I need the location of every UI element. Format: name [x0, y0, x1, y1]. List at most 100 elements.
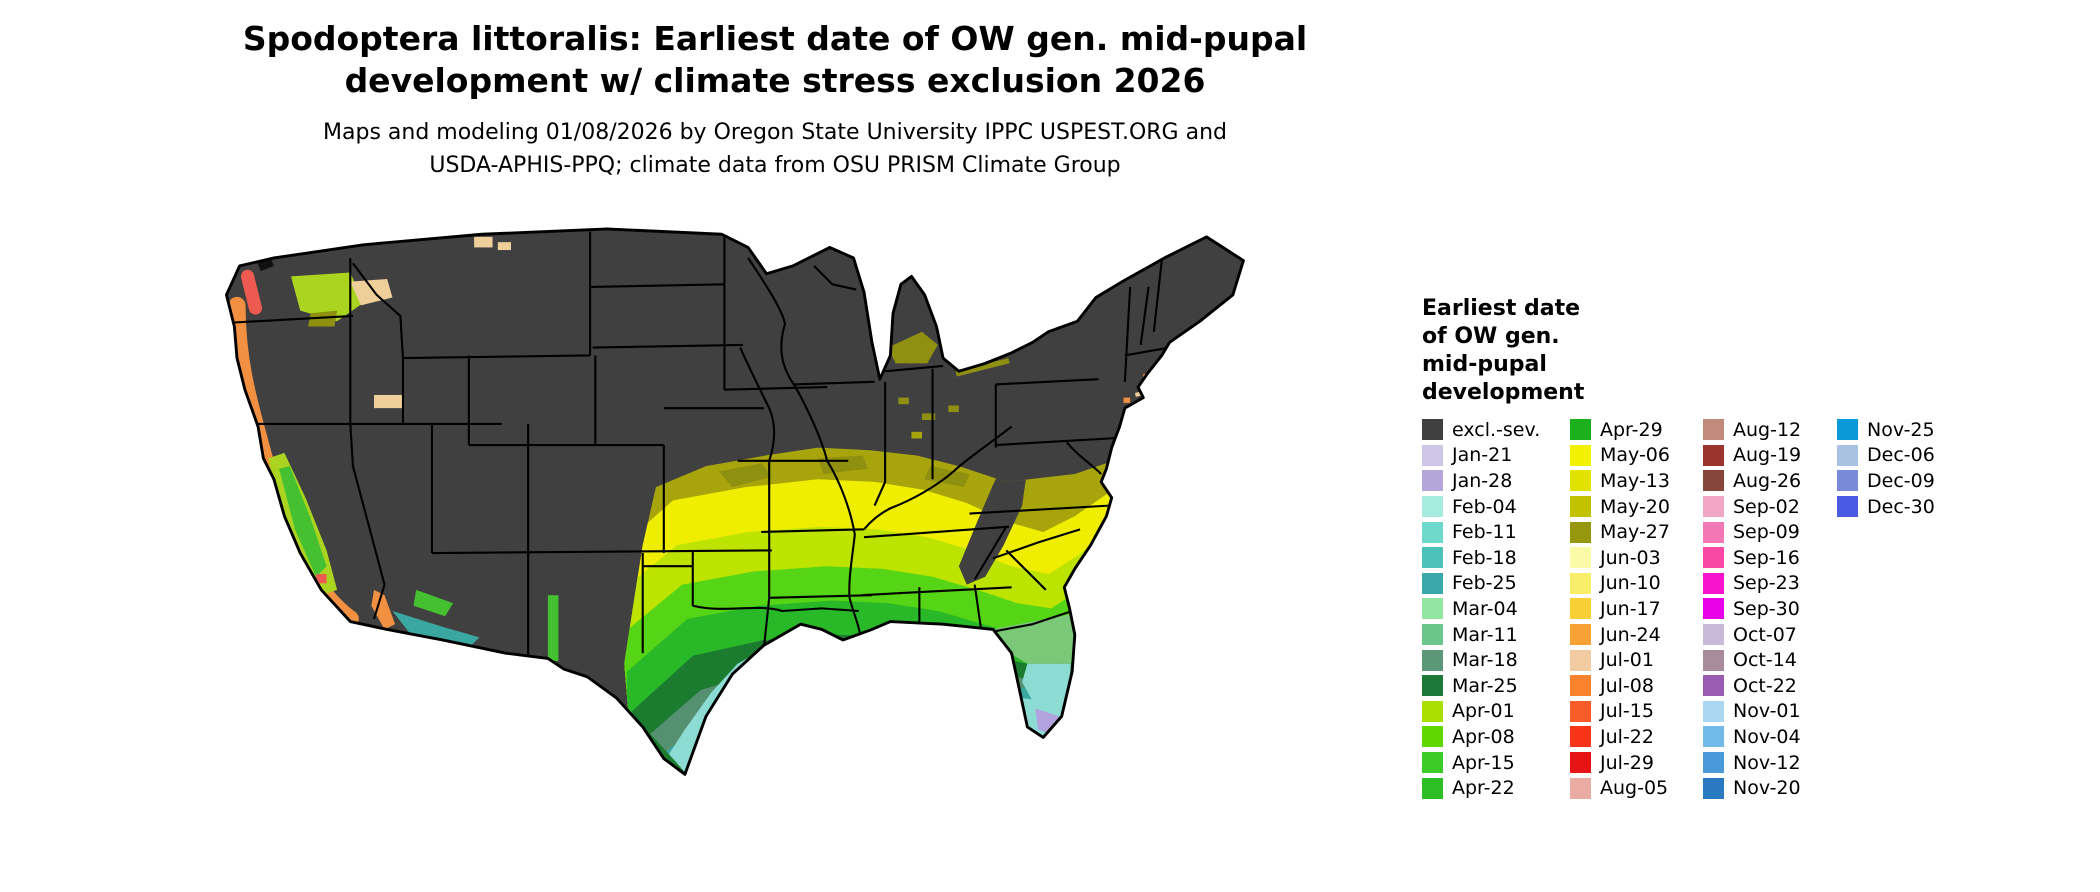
legend-item: Sep-30 [1703, 596, 1837, 622]
legend-column: Aug-12 Aug-19 Aug-26 Sep-02 Sep-09 Sep-16 Sep-… [1703, 417, 1837, 801]
legend-label: Sep-02 [1733, 495, 1800, 518]
header: Spodoptera littoralis: Earliest date of … [150, 18, 1400, 182]
legend-swatch [1422, 547, 1443, 569]
legend-label: May-20 [1600, 495, 1670, 518]
arizona-green [413, 589, 454, 617]
legend-item: Feb-04 [1422, 494, 1570, 520]
legend-label: May-27 [1600, 521, 1670, 544]
legend-swatch [1703, 624, 1724, 646]
legend-label: Aug-12 [1733, 418, 1802, 441]
legend-swatch [1570, 624, 1591, 646]
legend-swatch [1703, 419, 1724, 441]
legend-item: Oct-22 [1703, 673, 1837, 699]
legend-swatch [1422, 444, 1443, 466]
legend-label: Apr-01 [1452, 700, 1515, 723]
legend-label: Aug-05 [1600, 777, 1669, 800]
legend-swatch [1703, 777, 1724, 799]
colorado-river-orange [371, 589, 396, 630]
legend-swatch [1570, 598, 1591, 620]
legend-swatch [1837, 419, 1858, 441]
legend-item: Sep-23 [1703, 571, 1837, 597]
legend-label: Jul-15 [1600, 700, 1654, 723]
legend-item: Oct-14 [1703, 647, 1837, 673]
legend-label: Aug-26 [1733, 469, 1802, 492]
legend-swatch [1570, 547, 1591, 569]
legend-title-line3: mid-pupal [1422, 352, 1547, 377]
legend-item: Jun-03 [1570, 545, 1703, 571]
legend-swatch [1422, 726, 1443, 748]
legend-swatch [1570, 419, 1591, 441]
legend-swatch [1422, 572, 1443, 594]
legend-swatch [1703, 470, 1724, 492]
legend-label: Sep-16 [1733, 546, 1800, 569]
legend-label: Apr-29 [1600, 418, 1663, 441]
legend-swatch [1422, 649, 1443, 671]
legend-item: Aug-05 [1570, 775, 1703, 801]
state-borders [234, 231, 1170, 662]
legend-label: Jun-03 [1600, 546, 1661, 569]
legend-item: Apr-29 [1570, 417, 1703, 443]
legend-swatch [1570, 675, 1591, 697]
legend-label: Mar-04 [1452, 597, 1518, 620]
legend-label: Jun-10 [1600, 572, 1661, 595]
legend-item: Oct-07 [1703, 622, 1837, 648]
page-title-line2: development w/ climate stress exclusion … [344, 61, 1206, 100]
tan-coast-va [1122, 458, 1144, 476]
band-apr-01 [624, 518, 1244, 775]
snake-plain-tan [374, 394, 403, 409]
legend-swatch [1837, 444, 1858, 466]
legend-item: Jul-01 [1570, 647, 1703, 673]
legend-label: Mar-25 [1452, 674, 1518, 697]
legend-item: Feb-25 [1422, 571, 1570, 597]
michigan-olive [887, 331, 938, 364]
legend-label: May-06 [1600, 444, 1670, 467]
legend-swatch [1703, 649, 1724, 671]
central-washington-patch [291, 272, 364, 322]
legend-label: Nov-20 [1733, 777, 1801, 800]
legend-swatch [1570, 777, 1591, 799]
legend-label: Jul-01 [1600, 649, 1654, 672]
legend-title: Earliest date of OW gen. mid-pupal devel… [1422, 295, 2092, 407]
legend-swatch [1422, 496, 1443, 518]
legend-swatch [1422, 419, 1443, 441]
legend-label: Nov-01 [1733, 700, 1801, 723]
legend-item: Dec-06 [1837, 443, 1957, 469]
olive-fringe-1 [719, 463, 772, 488]
legend-item: Jan-21 [1422, 443, 1570, 469]
legend-item: Nov-25 [1837, 417, 1957, 443]
legend-label: Oct-07 [1733, 623, 1797, 646]
legend-item: May-27 [1570, 519, 1703, 545]
legend-item: Apr-08 [1422, 724, 1570, 750]
legend-label: Jul-08 [1600, 674, 1654, 697]
puget-red-strip [240, 269, 263, 315]
legend: Earliest date of OW gen. mid-pupal devel… [1422, 295, 2092, 801]
legend-swatch [1422, 470, 1443, 492]
legend-item: Mar-18 [1422, 647, 1570, 673]
legend-item: Nov-04 [1703, 724, 1837, 750]
legend-item: Mar-11 [1422, 622, 1570, 648]
legend-swatch [1570, 444, 1591, 466]
legend-item: Dec-30 [1837, 494, 1957, 520]
legend-item: Apr-15 [1422, 750, 1570, 776]
page-title-line1: Spodoptera littoralis: Earliest date of … [242, 19, 1308, 58]
legend-swatch [1570, 649, 1591, 671]
us-climate-map [150, 200, 1420, 885]
legend-label: Apr-08 [1452, 725, 1515, 748]
legend-item: May-13 [1570, 468, 1703, 494]
legend-column: Nov-25 Dec-06 Dec-09 Dec-30 [1837, 417, 1957, 801]
legend-label: Feb-18 [1452, 546, 1517, 569]
legend-item: May-20 [1570, 494, 1703, 520]
legend-label: Dec-09 [1867, 469, 1935, 492]
legend-column: excl.-sev. Jan-21 Jan-28 Feb-04 Feb-11 Feb-18… [1422, 417, 1570, 801]
us-outline [225, 227, 1245, 776]
arizona-teal [392, 611, 480, 651]
legend-swatch [1703, 675, 1724, 697]
legend-item: Aug-12 [1703, 417, 1837, 443]
legend-swatch [1703, 700, 1724, 722]
cape-cod-speck [1167, 347, 1174, 353]
legend-swatch [1703, 572, 1724, 594]
subtitle: Maps and modeling 01/08/2026 by Oregon S… [150, 116, 1400, 182]
legend-swatch [1422, 752, 1443, 774]
legend-swatch [1703, 726, 1724, 748]
legend-title-line4: development [1422, 380, 1585, 405]
